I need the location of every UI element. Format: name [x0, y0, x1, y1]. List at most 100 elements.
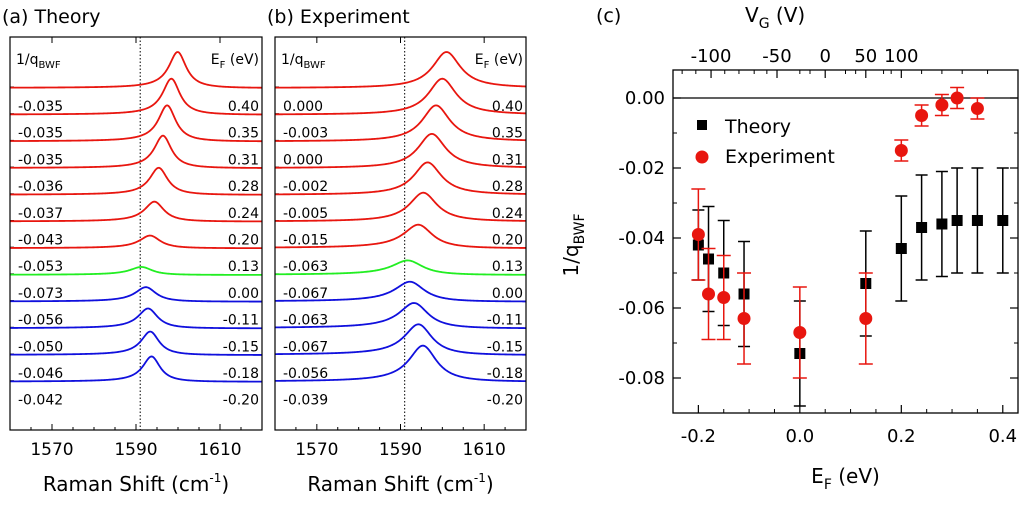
spectrum-line — [274, 344, 527, 383]
ef-label: 0.24 — [492, 206, 523, 222]
ef-label: -0.20 — [223, 393, 259, 409]
q-label: -0.015 — [283, 233, 328, 249]
x-tick-label: 0.2 — [887, 426, 916, 447]
spectrum-line — [275, 51, 527, 89]
spectrum-line — [10, 51, 263, 89]
spectrum-line — [10, 104, 262, 143]
x-tick-label: 0.4 — [988, 426, 1017, 447]
spectrum-line — [274, 104, 527, 142]
x-axis-label: Raman Shift (cm-1) — [307, 471, 493, 496]
data-point-circle — [935, 98, 949, 112]
spectrum-line — [9, 200, 262, 223]
x-tick-label: 1590 — [114, 440, 157, 460]
col-head-ef: EF (eV) — [475, 52, 523, 71]
data-point-circle — [970, 102, 984, 115]
spectrum-line — [10, 307, 262, 330]
spectrum-line — [274, 302, 526, 329]
q-label: -0.005 — [283, 206, 328, 222]
q-label: -0.035 — [18, 152, 63, 168]
data-point-square — [971, 215, 983, 226]
ef-label: -0.15 — [487, 339, 523, 355]
panel-title: (c) — [596, 5, 621, 27]
scatter-panel-c: (c) -0.2 0.0 0.2 0.4 0.00 -0.02 -0.04 -0.06 -0.08… — [559, 3, 1019, 493]
y-tick-label: -0.02 — [618, 158, 665, 179]
col-head-q: 1/qBWF — [281, 52, 326, 71]
q-label: -0.063 — [283, 313, 328, 329]
q-label: 0.000 — [283, 99, 323, 115]
data-point-square — [997, 215, 1009, 226]
data-point-circle — [950, 91, 964, 105]
spectrum-line — [274, 323, 527, 356]
ef-label: 0.40 — [492, 99, 523, 115]
ef-label: -0.11 — [487, 313, 523, 329]
spectrum-line — [10, 77, 263, 116]
q-label: -0.043 — [18, 233, 63, 249]
x-tick-label: 0.0 — [786, 426, 815, 447]
col-head-ef: EF (eV) — [211, 52, 259, 71]
ef-label: 0.00 — [228, 286, 259, 302]
x-axis-label: Raman Shift (cm-1) — [43, 471, 229, 496]
top-axis-label: VG (V) — [745, 3, 805, 32]
ef-label: -0.11 — [223, 313, 259, 329]
spectrum-line — [9, 134, 262, 169]
x-tick-label: 1610 — [198, 440, 241, 460]
ef-label: -0.18 — [223, 366, 259, 382]
spectrum-line — [275, 77, 527, 116]
x-tick-label: 1610 — [463, 440, 506, 460]
y-axis-label: 1/qBWF — [559, 213, 588, 276]
q-label: -0.036 — [18, 179, 63, 195]
x-tick-label: 1570 — [295, 440, 338, 460]
panel-title: (a) Theory — [2, 6, 101, 28]
q-label: -0.067 — [283, 286, 328, 302]
spectrum-line — [274, 191, 527, 222]
q-label: -0.056 — [18, 313, 63, 329]
spectrum-line — [274, 280, 526, 303]
ef-label: -0.15 — [223, 339, 259, 355]
ef-label: 0.31 — [492, 152, 523, 168]
series-experiment — [691, 86, 985, 379]
q-label: -0.056 — [283, 366, 328, 382]
q-label: -0.002 — [283, 179, 328, 195]
spectrum-line — [10, 266, 262, 276]
spectrum-line — [9, 234, 262, 250]
x-tick-label: 1570 — [30, 440, 73, 460]
y-tick-label: -0.04 — [618, 228, 665, 249]
top-tick-label: 0 — [819, 46, 830, 67]
panel-title: (b) Experiment — [267, 6, 410, 28]
q-label: -0.042 — [18, 393, 63, 409]
x-tick-label: -0.2 — [681, 426, 716, 447]
ef-label: 0.28 — [492, 179, 523, 195]
x-tick-label: 1590 — [379, 440, 422, 460]
q-label: -0.039 — [283, 393, 328, 409]
spectra-panel-a: (a) Theory 1/qBWF EF (eV) -0.035 0.40 -0.035 0… — [2, 6, 263, 496]
top-tick-label: 50 — [854, 46, 877, 67]
data-point-square — [916, 222, 928, 233]
col-head-q: 1/qBWF — [16, 52, 61, 71]
q-label: -0.046 — [18, 366, 63, 382]
legend-label-experiment: Experiment — [725, 146, 835, 168]
q-label: -0.003 — [283, 126, 328, 142]
series-theory — [692, 167, 1009, 407]
spectrum-line — [10, 166, 262, 196]
spectrum-line — [274, 161, 527, 196]
q-label: -0.050 — [18, 339, 63, 355]
ef-label: 0.31 — [228, 152, 259, 168]
spectra-panel-b: (b) Experiment 1/qBWF EF (eV) 0.000 0.40 -0.0… — [267, 6, 527, 496]
q-label: 0.000 — [283, 152, 323, 168]
data-point-circle — [793, 326, 807, 339]
ef-label: 0.28 — [228, 179, 259, 195]
ef-label: 0.20 — [228, 233, 259, 249]
y-tick-label: 0.00 — [625, 88, 665, 109]
spectrum-line — [10, 355, 262, 383]
ef-label: 0.35 — [492, 126, 523, 142]
q-label: -0.037 — [18, 206, 63, 222]
spectrum-line — [274, 259, 527, 276]
ef-label: 0.35 — [228, 126, 259, 142]
ef-label: 0.24 — [228, 206, 259, 222]
spectrum-line — [10, 330, 263, 356]
top-tick-label: 100 — [884, 46, 918, 67]
data-point-square — [895, 243, 907, 254]
q-label: -0.063 — [283, 259, 328, 275]
ef-label: 0.13 — [228, 259, 259, 275]
